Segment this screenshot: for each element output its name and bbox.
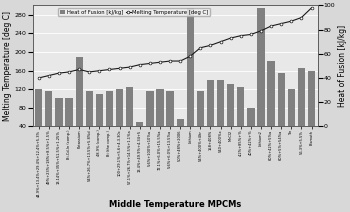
Bar bbox=[55, 98, 63, 145]
Bar bbox=[156, 89, 163, 145]
Legend: Heat of Fusion [kJ/kg], Melting Temperature [deg C]: Heat of Fusion [kJ/kg], Melting Temperat… bbox=[58, 8, 210, 16]
Bar bbox=[197, 91, 204, 145]
Line: Melting Temperature [deg C]: Melting Temperature [deg C] bbox=[37, 7, 313, 79]
Bar bbox=[288, 89, 295, 145]
Bar bbox=[217, 80, 224, 145]
Melting Temperature [deg C] bbox=[67, 71, 71, 73]
Bar bbox=[187, 8, 194, 145]
Bar bbox=[146, 91, 154, 145]
Bar bbox=[237, 87, 244, 145]
Melting Temperature [deg C] bbox=[138, 63, 142, 66]
Bar bbox=[35, 89, 42, 145]
Melting Temperature [deg C] bbox=[239, 34, 243, 37]
Bar bbox=[257, 8, 265, 145]
Melting Temperature [deg C] bbox=[37, 77, 41, 79]
Melting Temperature [deg C] bbox=[229, 37, 233, 39]
Melting Temperature [deg C] bbox=[208, 44, 212, 47]
Melting Temperature [deg C] bbox=[158, 61, 162, 64]
Melting Temperature [deg C] bbox=[77, 68, 81, 71]
Bar bbox=[278, 73, 285, 145]
Melting Temperature [deg C] bbox=[118, 67, 122, 70]
Bar bbox=[247, 108, 254, 145]
Y-axis label: Melting Temperature [deg C]: Melting Temperature [deg C] bbox=[4, 11, 13, 121]
Melting Temperature [deg C] bbox=[218, 40, 223, 43]
Bar bbox=[45, 91, 52, 145]
Melting Temperature [deg C] bbox=[178, 60, 182, 62]
Melting Temperature [deg C] bbox=[127, 66, 132, 68]
Bar bbox=[308, 71, 315, 145]
Bar bbox=[126, 87, 133, 145]
Bar bbox=[227, 84, 234, 145]
Y-axis label: Heat of Fusion [kJ/kg]: Heat of Fusion [kJ/kg] bbox=[337, 25, 346, 107]
Melting Temperature [deg C] bbox=[309, 7, 314, 9]
Melting Temperature [deg C] bbox=[188, 55, 193, 57]
Bar bbox=[76, 57, 83, 145]
Melting Temperature [deg C] bbox=[249, 33, 253, 36]
Melting Temperature [deg C] bbox=[47, 74, 51, 77]
Melting Temperature [deg C] bbox=[299, 16, 303, 19]
Melting Temperature [deg C] bbox=[259, 29, 263, 32]
Bar bbox=[167, 91, 174, 145]
Melting Temperature [deg C] bbox=[198, 46, 203, 49]
Bar bbox=[96, 94, 103, 145]
Bar bbox=[65, 98, 73, 145]
X-axis label: Middle Temperature MPCMs: Middle Temperature MPCMs bbox=[109, 199, 241, 209]
Melting Temperature [deg C] bbox=[87, 71, 91, 73]
Melting Temperature [deg C] bbox=[168, 60, 172, 62]
Bar bbox=[207, 80, 214, 145]
Melting Temperature [deg C] bbox=[289, 20, 293, 22]
Bar bbox=[267, 61, 275, 145]
Melting Temperature [deg C] bbox=[97, 70, 102, 72]
Melting Temperature [deg C] bbox=[57, 72, 61, 74]
Bar bbox=[176, 119, 184, 145]
Melting Temperature [deg C] bbox=[269, 25, 273, 27]
Bar bbox=[116, 89, 123, 145]
Melting Temperature [deg C] bbox=[279, 22, 283, 25]
Melting Temperature [deg C] bbox=[148, 62, 152, 65]
Bar bbox=[298, 68, 305, 145]
Melting Temperature [deg C] bbox=[107, 68, 112, 71]
Bar bbox=[86, 91, 93, 145]
Bar bbox=[136, 122, 144, 145]
Bar bbox=[106, 91, 113, 145]
